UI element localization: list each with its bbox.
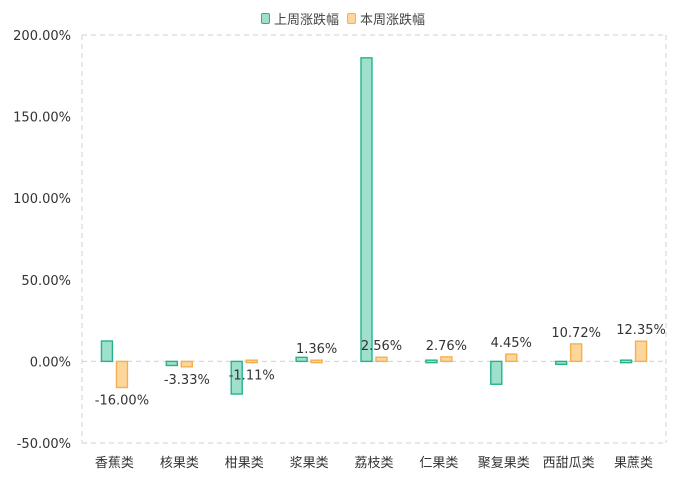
y-tick-label: 200.00% <box>13 29 71 44</box>
x-tick-label: 柑果类 <box>225 456 264 471</box>
bar-this-week <box>115 360 129 389</box>
legend-swatch-this-week <box>347 12 356 24</box>
bar-last-week <box>230 360 243 395</box>
legend-label-last-week: 上周涨跌幅 <box>273 12 339 28</box>
data-label: -16.00% <box>95 394 149 409</box>
bar-this-week <box>245 359 258 364</box>
bar-last-week <box>490 360 503 385</box>
bar-this-week <box>310 359 323 364</box>
x-tick-label: 聚复果类 <box>478 456 530 471</box>
bar-last-week <box>425 359 438 364</box>
data-label: 10.72% <box>551 326 601 341</box>
x-tick-label: 香蕉类 <box>95 456 134 471</box>
bar-last-week <box>360 57 373 363</box>
bar-last-week <box>619 359 633 364</box>
y-tick-label: 50.00% <box>21 274 71 289</box>
bar-last-week <box>165 360 179 367</box>
x-tick-label: 西甜瓜类 <box>543 455 595 471</box>
x-tick-label: 仁果类 <box>419 456 458 471</box>
bar-this-week <box>375 356 388 363</box>
data-label: -3.33% <box>164 373 210 388</box>
x-tick-label: 果蔗类 <box>614 456 653 471</box>
legend-label-this-week: 本周涨跌幅 <box>360 12 426 28</box>
legend-item-last-week[interactable]: 上周涨跌幅 <box>260 9 339 28</box>
y-tick-label: 0.00% <box>30 355 71 370</box>
x-tick-label: 浆果类 <box>290 456 329 471</box>
bar-last-week <box>554 360 568 366</box>
y-tick-label: 150.00% <box>13 111 71 126</box>
bar-this-week <box>180 360 194 368</box>
bar-last-week <box>100 340 114 363</box>
legend-swatch-last-week <box>260 12 270 24</box>
data-label: 12.35% <box>616 323 666 338</box>
x-tick-label: 核果类 <box>160 456 199 471</box>
y-tick-label: -50.00% <box>17 437 71 452</box>
legend-item-this-week[interactable]: 本周涨跌幅 <box>347 9 425 28</box>
bar-this-week <box>505 353 518 363</box>
data-label: 2.76% <box>426 339 467 354</box>
bar-this-week <box>569 343 583 363</box>
bar-last-week <box>295 356 308 363</box>
data-label: 1.36% <box>296 342 337 357</box>
data-label: 4.45% <box>491 336 532 351</box>
x-tick-label: 荔枝类 <box>354 456 393 471</box>
chart-legend: 上周涨跌幅 本周涨跌幅 <box>0 8 686 28</box>
data-label: 2.56% <box>361 339 402 354</box>
data-label: -1.11% <box>229 369 275 384</box>
bar-this-week <box>440 356 453 363</box>
bar-this-week <box>634 340 648 363</box>
y-tick-label: 100.00% <box>13 192 71 207</box>
